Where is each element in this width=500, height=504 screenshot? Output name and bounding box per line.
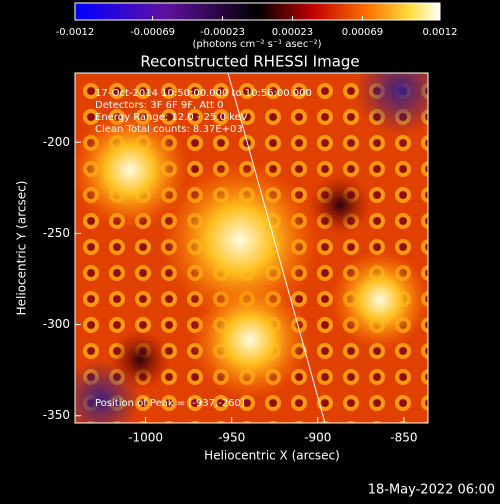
annotation: 17-Oct-2014 10:50:00.000 to 10:56:00.000 bbox=[95, 88, 312, 99]
annotation: Detectors: 3F 6F 9F, Att 0 bbox=[95, 100, 223, 111]
y-tick-label: -200 bbox=[43, 135, 70, 149]
y-axis-label: Heliocentric Y (arcsec) bbox=[15, 181, 29, 316]
footer: 18-May-2022 06:00 bbox=[368, 483, 495, 498]
x-tick-label: -850 bbox=[390, 431, 417, 445]
colorbar-tick-label: 0.0012 bbox=[423, 27, 458, 38]
annotation: Energy Range: 12.0 - 25.0 keV bbox=[95, 112, 248, 123]
colorbar-tick-label: 0.00023 bbox=[272, 27, 313, 38]
colorbar-tick-label: 0.00069 bbox=[342, 27, 383, 38]
heatmap-image bbox=[75, 73, 428, 423]
x-tick-label: -900 bbox=[304, 431, 331, 445]
x-tick-label: -950 bbox=[218, 431, 245, 445]
colorbar-label: (photons cm⁻² s⁻¹ asec⁻²) bbox=[192, 39, 321, 50]
chart-title: Reconstructed RHESSI Image bbox=[140, 53, 359, 71]
x-axis-label: Heliocentric X (arcsec) bbox=[204, 449, 340, 463]
x-tick-label: -1000 bbox=[128, 431, 163, 445]
plot-frame bbox=[74, 72, 429, 424]
y-tick-label: -350 bbox=[43, 408, 70, 422]
peak-label: Position of Peak = [-937,-260] bbox=[95, 398, 245, 409]
colorbar-tick-label: -0.0012 bbox=[56, 27, 95, 38]
y-tick-label: -300 bbox=[43, 317, 70, 331]
colorbar-tick-label: -0.00023 bbox=[200, 27, 245, 38]
y-tick-label: -250 bbox=[43, 226, 70, 240]
colorbar-tick-label: -0.00069 bbox=[130, 27, 175, 38]
colorbar bbox=[74, 2, 441, 21]
annotation: Clean Total counts: 8.37E+03 bbox=[95, 124, 243, 135]
